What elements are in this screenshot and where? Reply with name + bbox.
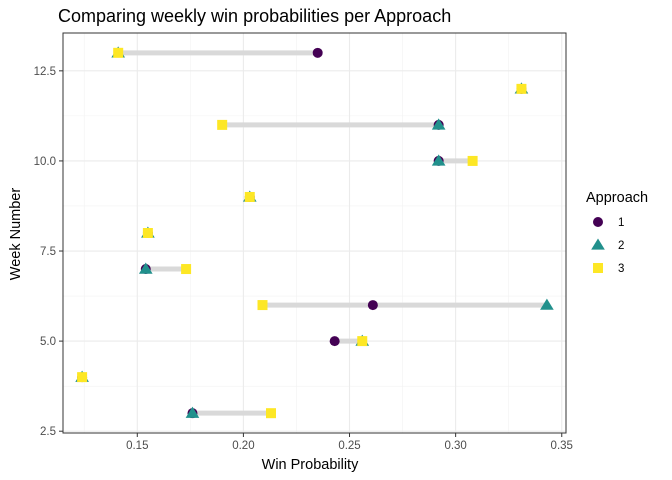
data-point-approach-1 — [329, 336, 340, 347]
y-tick-label: 12.5 — [34, 66, 56, 78]
data-point-approach-1 — [312, 47, 323, 58]
data-point-approach-3 — [516, 83, 527, 94]
x-axis-title: Win Probability — [262, 457, 359, 473]
y-axis: 2.5 5.0 7.5 10.0 12.5 — [34, 66, 63, 438]
data-point-approach-2 — [431, 118, 446, 130]
data-point-approach-2 — [185, 406, 200, 418]
legend-label-3: 3 — [618, 263, 624, 275]
legend-label-2: 2 — [618, 240, 624, 252]
plot-panel — [62, 32, 567, 434]
x-axis: 0.15 0.20 0.25 0.30 0.35 — [126, 433, 573, 452]
data-points — [75, 46, 554, 419]
x-tick-label: 0.20 — [232, 440, 254, 452]
data-point-approach-1 — [367, 300, 378, 311]
data-point-approach-2 — [540, 298, 554, 310]
x-tick-label: 0.25 — [338, 440, 360, 452]
y-tick-label: 5.0 — [40, 336, 56, 348]
data-point-approach-3 — [467, 155, 478, 166]
data-point-approach-2 — [138, 262, 153, 274]
y-tick-label: 10.0 — [34, 156, 56, 168]
data-point-approach-3 — [257, 300, 268, 311]
x-tick-label: 0.30 — [444, 440, 466, 452]
y-tick-label: 7.5 — [40, 246, 56, 258]
legend-title: Approach — [586, 190, 648, 206]
data-point-approach-3 — [357, 336, 368, 347]
panel-border — [62, 32, 567, 434]
data-point-approach-2 — [431, 154, 446, 166]
x-tick-label: 0.35 — [551, 440, 573, 452]
range-segments — [118, 50, 547, 416]
data-point-approach-3 — [217, 119, 228, 130]
data-point-approach-3 — [244, 191, 255, 202]
data-point-approach-3 — [181, 264, 192, 275]
y-axis-title: Week Number — [8, 188, 24, 281]
legend-key-2 — [591, 238, 605, 250]
data-point-approach-3 — [265, 408, 276, 419]
legend-key-3 — [593, 263, 603, 273]
data-point-approach-3 — [77, 372, 88, 383]
data-point-approach-3 — [113, 47, 124, 58]
chart-title: Comparing weekly win probabilities per A… — [58, 6, 451, 26]
legend-label-1: 1 — [618, 217, 624, 229]
x-tick-label: 0.15 — [126, 440, 148, 452]
data-point-approach-3 — [142, 228, 153, 238]
legend-key-1 — [593, 217, 603, 227]
panel-background — [63, 33, 566, 433]
y-tick-label: 2.5 — [40, 426, 56, 438]
legend: Approach 1 2 3 — [586, 190, 648, 275]
